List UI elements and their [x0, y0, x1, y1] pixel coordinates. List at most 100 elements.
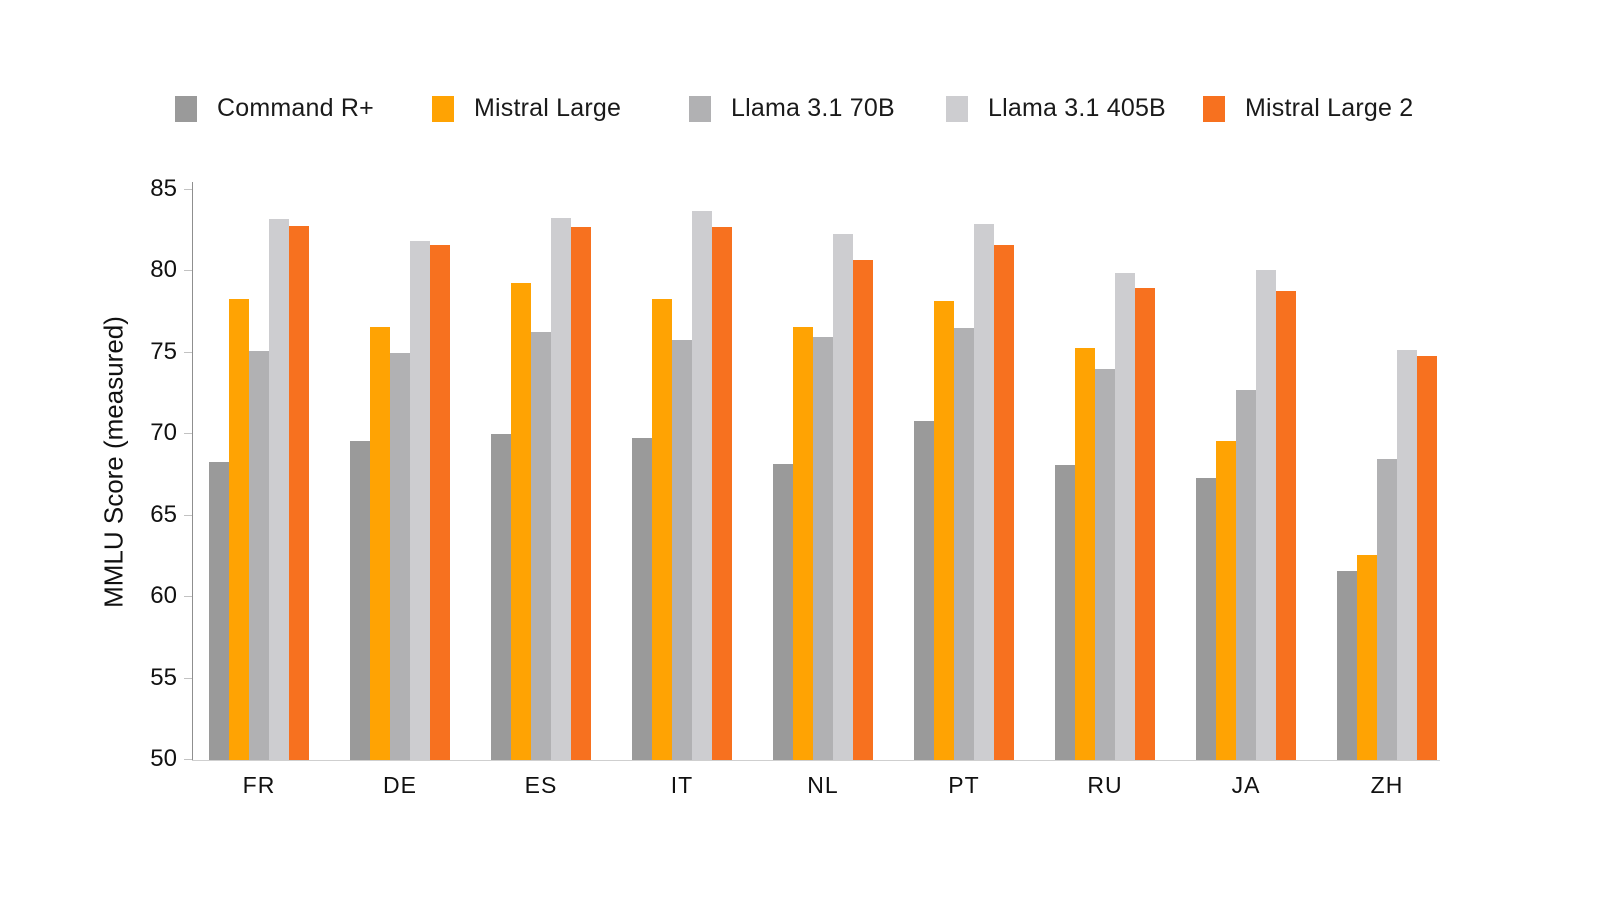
bar-group-it: IT [632, 190, 732, 798]
bar-llama-3-1-405b-zh [1397, 349, 1417, 760]
bar-mistral-large-2-es [571, 227, 591, 760]
bar-llama-3-1-405b-ru [1115, 273, 1135, 760]
bar-group-fr: FR [209, 190, 309, 798]
bar-mistral-large-ru [1075, 347, 1095, 760]
y-tick-label: 65 [150, 500, 177, 528]
bar-mistral-large-2-pt [994, 245, 1014, 760]
y-axis-title: MMLU Score (measured) [98, 316, 129, 608]
bar-mistral-large-it [652, 299, 672, 760]
bar-llama-3-1-405b-it [692, 211, 712, 760]
x-tick-label-it: IT [670, 772, 694, 798]
y-tick-mark [184, 677, 192, 679]
bar-llama-3-1-70b-ja [1236, 390, 1256, 760]
bar-llama-3-1-405b-fr [269, 219, 289, 760]
bar-mistral-large-zh [1357, 554, 1377, 760]
y-tick-mark [184, 189, 192, 190]
bar-llama-3-1-70b-fr [249, 351, 269, 760]
legend-item-mistral-large: Mistral Large [432, 94, 689, 123]
legend-swatch-icon [175, 95, 197, 122]
bar-command-r-es [491, 434, 511, 760]
bar-command-r-ru [1055, 465, 1075, 760]
x-tick-label-ja: JA [1231, 772, 1261, 798]
bar-command-r-de [350, 440, 370, 760]
x-tick-label-ru: RU [1087, 772, 1123, 798]
legend: Command R+ Mistral Large Llama 3.1 70B Llam… [175, 94, 1413, 123]
legend-item-command-r: Command R+ [175, 94, 432, 123]
y-axis-line [192, 182, 193, 760]
bar-llama-3-1-70b-pt [954, 328, 974, 760]
bar-llama-3-1-70b-zh [1377, 458, 1397, 760]
bar-group-zh: ZH [1337, 190, 1437, 798]
bar-group-ja: JA [1196, 190, 1296, 798]
bar-command-r-nl [773, 463, 793, 760]
y-tick-label: 55 [150, 663, 177, 691]
y-tick-label: 60 [150, 582, 177, 610]
y-tick-mark [184, 759, 192, 760]
bar-command-r-pt [914, 421, 934, 760]
legend-label: Command R+ [217, 94, 374, 122]
x-axis-line [192, 760, 1440, 761]
legend-item-llama-3-1-405b: Llama 3.1 405B [946, 94, 1203, 123]
bar-mistral-large-2-zh [1417, 356, 1437, 760]
bar-llama-3-1-70b-es [531, 331, 551, 760]
y-tick-label: 70 [150, 419, 177, 447]
bar-mistral-large-nl [793, 326, 813, 760]
bar-mistral-large-ja [1216, 440, 1236, 760]
bar-llama-3-1-70b-nl [813, 336, 833, 760]
bar-command-r-zh [1337, 571, 1357, 760]
x-tick-label-zh: ZH [1370, 772, 1404, 798]
bar-llama-3-1-405b-pt [974, 224, 994, 760]
bar-llama-3-1-70b-it [672, 339, 692, 760]
y-tick-label: 50 [150, 745, 177, 772]
legend-swatch-icon [1203, 95, 1225, 122]
bar-llama-3-1-405b-de [410, 240, 430, 760]
x-tick-label-de: DE [383, 772, 417, 798]
bar-mistral-large-2-ja [1276, 290, 1296, 760]
bar-mistral-large-2-fr [289, 225, 309, 760]
y-tick-mark [184, 270, 192, 272]
y-tick-mark [184, 514, 192, 516]
bar-mistral-large-fr [229, 299, 249, 760]
legend-item-mistral-large-2: Mistral Large 2 [1203, 94, 1413, 123]
bar-llama-3-1-70b-de [390, 352, 410, 760]
y-tick-mark [184, 351, 192, 353]
x-tick-label-fr: FR [242, 772, 276, 798]
bar-groups: FR DE ES IT NL PT RU JA ZH [209, 190, 1437, 798]
legend-label: Mistral Large [474, 94, 622, 122]
y-tick-mark [184, 433, 192, 435]
plot-area: FR DE ES IT NL PT RU JA ZH 50 55 60 65 70 75 80 85 [150, 177, 1440, 798]
bar-llama-3-1-405b-es [551, 217, 571, 760]
bar-llama-3-1-405b-nl [833, 233, 853, 760]
bar-mistral-large-pt [934, 300, 954, 760]
bar-group-es: ES [491, 190, 591, 798]
bar-llama-3-1-405b-ja [1256, 269, 1276, 760]
legend-swatch-icon [432, 95, 454, 122]
bar-command-r-fr [209, 461, 229, 760]
bar-command-r-it [632, 437, 652, 760]
y-tick-label: 85 [150, 175, 177, 202]
bar-group-pt: PT [914, 190, 1014, 798]
bar-group-nl: NL [773, 190, 873, 798]
legend-label: Mistral Large 2 [1245, 94, 1414, 122]
x-tick-label-pt: PT [948, 772, 980, 798]
x-tick-label-es: ES [524, 772, 558, 798]
bar-mistral-large-2-it [712, 227, 732, 760]
legend-swatch-icon [689, 95, 711, 122]
bar-mistral-large-es [511, 282, 531, 760]
legend-item-llama-3-1-70b: Llama 3.1 70B [689, 94, 946, 123]
y-tick-mark [184, 596, 192, 598]
bar-mistral-large-2-de [430, 245, 450, 760]
bar-group-de: DE [350, 190, 450, 798]
legend-swatch-icon [946, 95, 968, 122]
bar-mistral-large-de [370, 326, 390, 760]
bar-mistral-large-2-nl [853, 260, 873, 760]
legend-label: Llama 3.1 405B [988, 94, 1166, 122]
bar-llama-3-1-70b-ru [1095, 369, 1115, 760]
y-tick-label: 75 [150, 337, 177, 365]
y-tick-label: 80 [150, 256, 177, 284]
bar-group-ru: RU [1055, 190, 1155, 798]
bar-mistral-large-2-ru [1135, 287, 1155, 760]
bar-command-r-ja [1196, 478, 1216, 760]
x-tick-label-nl: NL [807, 772, 839, 798]
